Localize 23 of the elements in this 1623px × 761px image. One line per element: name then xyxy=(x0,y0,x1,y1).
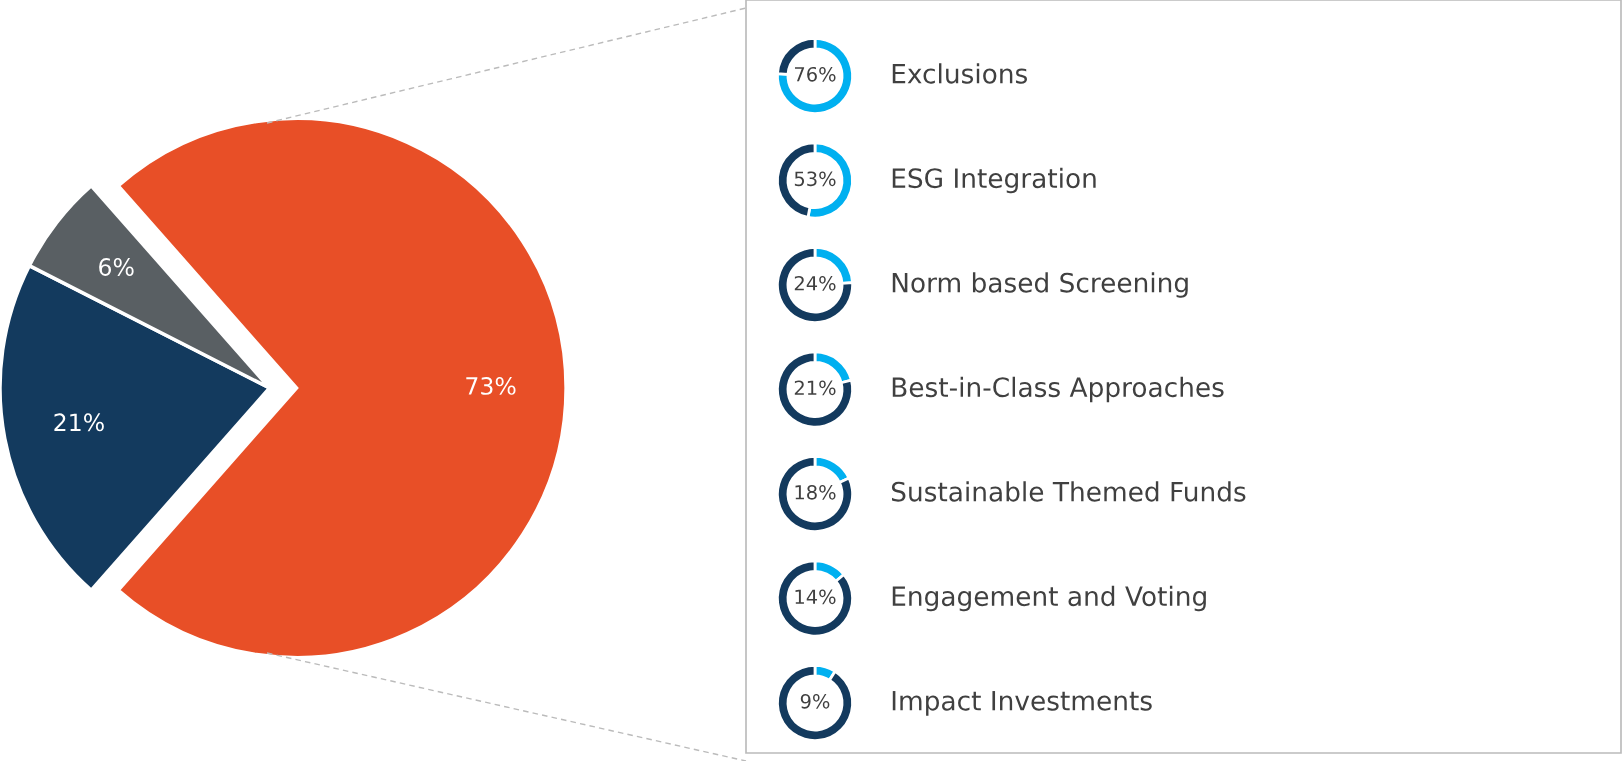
data-label: 6% xyxy=(99,258,134,276)
donut-slice xyxy=(776,455,854,533)
data-label: 9% xyxy=(800,693,830,709)
data-label: 21% xyxy=(54,413,104,432)
donut-slice xyxy=(776,664,854,742)
data-label: 53% xyxy=(794,171,836,187)
data-label: 21% xyxy=(794,380,836,396)
text: Impact Investments xyxy=(892,691,1152,716)
donut-slice xyxy=(776,559,854,638)
donut-slice xyxy=(776,246,854,324)
data-label: 18% xyxy=(795,484,836,500)
text: Engagement and Voting xyxy=(892,585,1206,612)
data-label: 73% xyxy=(466,376,516,395)
donut-slice xyxy=(776,37,854,115)
text: Exclusions xyxy=(892,63,1027,84)
text: Sustainable Themed Funds xyxy=(891,481,1246,502)
text: Norm based Screening xyxy=(892,272,1188,298)
text: Best-in-Class Approaches xyxy=(892,376,1224,403)
text: ESG Integration xyxy=(892,167,1096,194)
data-label: 76% xyxy=(794,66,836,82)
data-label: 24% xyxy=(794,275,836,291)
data-label: 14% xyxy=(795,589,836,605)
donut-slice xyxy=(776,350,854,429)
